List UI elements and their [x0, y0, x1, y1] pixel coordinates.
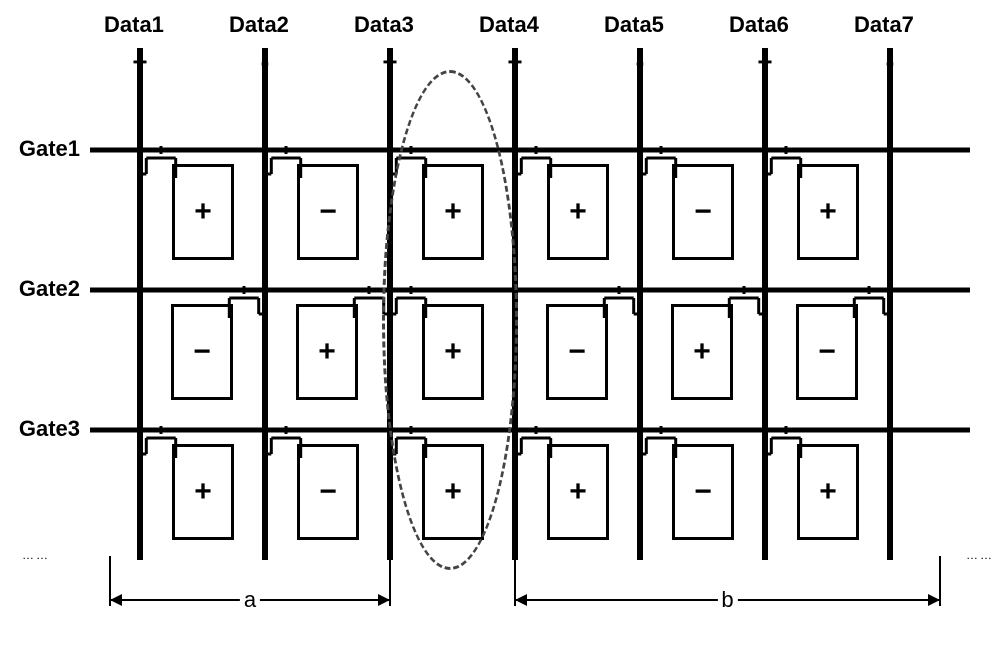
pixel-polarity-sign: −: [568, 335, 586, 369]
data-label-5: Data5: [604, 12, 664, 38]
data-label-4: Data4: [479, 12, 539, 38]
data-polarity-5: -: [636, 47, 645, 78]
gate-label-3: Gate3: [10, 416, 80, 442]
data-line-1: [137, 48, 143, 560]
data-line-4: [512, 48, 518, 560]
dimension-label-a: a: [240, 587, 260, 613]
dimension-arrow-left: [515, 594, 527, 606]
dimension-arrow-left: [110, 594, 122, 606]
data-label-2: Data2: [229, 12, 289, 38]
pixel-polarity-sign: +: [569, 475, 587, 509]
data-polarity-7: -: [886, 47, 895, 78]
data-polarity-2: -: [261, 47, 270, 78]
pixel-polarity-sign: −: [694, 195, 712, 229]
pixel-polarity-sign: +: [444, 195, 462, 229]
data-label-3: Data3: [354, 12, 414, 38]
gate-line-3: [90, 428, 970, 433]
pixel-polarity-sign: −: [694, 475, 712, 509]
ellipsis-right: ……: [966, 548, 994, 562]
diagram-stage: + − + + − + − + + − + − + − + + − + Data1 + Data2 - Data3 + Data…: [0, 0, 1000, 645]
pixel-polarity-sign: +: [318, 335, 336, 369]
data-polarity-1: +: [132, 47, 147, 78]
pixel-polarity-sign: −: [319, 195, 337, 229]
gate-label-2: Gate2: [10, 276, 80, 302]
data-line-2: [262, 48, 268, 560]
pixel-polarity-sign: −: [818, 335, 836, 369]
ellipsis-left: ……: [22, 548, 50, 562]
dimension-label-b: b: [717, 587, 737, 613]
pixel-polarity-sign: +: [444, 335, 462, 369]
dimension-arrow-right: [378, 594, 390, 606]
pixel-polarity-sign: +: [194, 195, 212, 229]
pixel-polarity-sign: −: [319, 475, 337, 509]
gate-line-2: [90, 288, 970, 293]
pixel-polarity-sign: +: [194, 475, 212, 509]
pixel-polarity-sign: +: [819, 475, 837, 509]
data-line-3: [387, 48, 393, 560]
pixel-polarity-sign: −: [193, 335, 211, 369]
data-label-6: Data6: [729, 12, 789, 38]
gate-label-1: Gate1: [10, 136, 80, 162]
pixel-polarity-sign: +: [444, 475, 462, 509]
data-label-7: Data7: [854, 12, 914, 38]
pixel-polarity-sign: +: [819, 195, 837, 229]
gate-line-1: [90, 148, 970, 153]
data-line-6: [762, 48, 768, 560]
pixel-polarity-sign: +: [569, 195, 587, 229]
data-polarity-6: +: [757, 47, 772, 78]
data-label-1: Data1: [104, 12, 164, 38]
data-line-7: [887, 48, 893, 560]
data-polarity-4: +: [507, 47, 522, 78]
pixel-polarity-sign: +: [693, 335, 711, 369]
data-line-5: [637, 48, 643, 560]
data-polarity-3: +: [382, 47, 397, 78]
dimension-arrow-right: [928, 594, 940, 606]
